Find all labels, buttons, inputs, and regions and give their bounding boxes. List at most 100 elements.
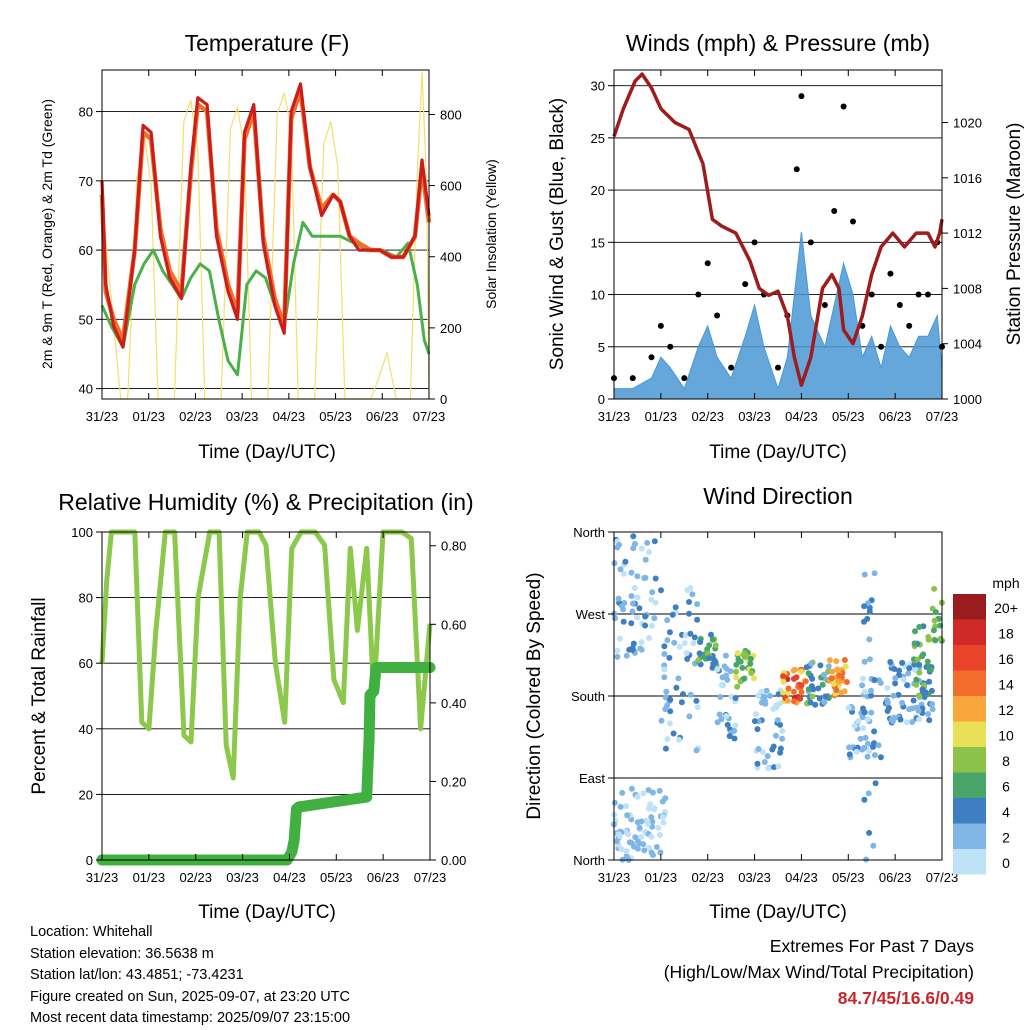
- direction-point: [752, 711, 759, 718]
- legend-swatch: [953, 619, 986, 645]
- y-tick-label: 10: [591, 288, 605, 303]
- direction-point: [664, 617, 671, 624]
- solar-series: [101, 71, 430, 400]
- direction-point: [871, 677, 878, 683]
- direction-point: [925, 636, 932, 643]
- direction-point: [857, 735, 864, 742]
- gust-point: [831, 208, 838, 214]
- direction-point: [649, 789, 656, 796]
- direction-point: [714, 666, 721, 673]
- direction-point: [709, 664, 716, 671]
- direction-point: [810, 686, 817, 693]
- direction-point: [636, 824, 643, 831]
- gust-point: [887, 270, 894, 277]
- direction-point: [859, 714, 866, 721]
- y-tick-label: North: [573, 525, 605, 540]
- x-tick-label: 07/23: [926, 409, 959, 424]
- info-recent: Most recent data timestamp: 2025/09/07 2…: [30, 1010, 351, 1026]
- x-tick-label: 04/23: [273, 870, 306, 885]
- direction-point: [634, 793, 641, 800]
- direction-point: [676, 736, 682, 743]
- direction-point: [929, 706, 936, 713]
- direction-point: [614, 653, 621, 660]
- y-tick-label: 60: [79, 656, 93, 671]
- direction-point: [611, 799, 618, 806]
- direction-point: [666, 720, 673, 727]
- direction-point: [691, 634, 698, 641]
- direction-point: [833, 658, 840, 665]
- x-tick-label: 05/23: [319, 409, 352, 424]
- direction-point: [860, 675, 866, 682]
- y2-tick-label: 0.80: [441, 539, 466, 554]
- direction-point: [900, 676, 907, 683]
- direction-point: [830, 680, 837, 687]
- direction-point: [620, 570, 627, 577]
- x-tick-label: 31/23: [86, 870, 119, 885]
- direction-point: [891, 666, 898, 672]
- x-tick-label: 07/23: [413, 409, 446, 424]
- t2m-series: [100, 82, 431, 349]
- gust-point: [915, 291, 922, 298]
- direction-point: [759, 749, 766, 755]
- direction-point: [648, 833, 655, 840]
- direction-point: [655, 824, 662, 831]
- direction-point: [618, 846, 625, 853]
- gust-point: [742, 281, 749, 288]
- direction-point: [658, 587, 664, 594]
- direction-point: [632, 540, 638, 547]
- winds-pressure-panel: Winds (mph) & Pressure (mb) 0 5 10 15 20 25 30…: [547, 30, 1024, 463]
- y-tick-label: 5: [598, 340, 605, 355]
- direction-point: [838, 689, 845, 696]
- direction-point: [628, 620, 635, 627]
- direction-point: [709, 636, 716, 643]
- direction-point: [712, 642, 719, 649]
- x-tick-label: 03/23: [738, 870, 771, 885]
- direction-point: [864, 753, 871, 760]
- legend-swatch: [953, 721, 986, 747]
- direction-point: [672, 604, 679, 611]
- direction-point: [853, 748, 860, 755]
- direction-point: [913, 681, 920, 688]
- temperature-xlabel: Time (Day/UTC): [198, 442, 336, 463]
- y-tick-label: 0: [86, 853, 93, 868]
- y-tick-label: 100: [71, 525, 93, 540]
- y2-tick-label: 0.00: [441, 853, 466, 868]
- direction-point: [667, 708, 674, 715]
- direction-point: [845, 704, 852, 711]
- direction-point: [640, 841, 647, 848]
- winds-title: Winds (mph) & Pressure (mb): [626, 30, 930, 56]
- precip-series: [96, 662, 436, 866]
- direction-point: [822, 693, 829, 700]
- direction-point: [696, 650, 703, 657]
- y2-tick-label: 1004: [953, 337, 982, 352]
- direction-point: [875, 742, 882, 749]
- direction-point: [724, 721, 731, 728]
- x-tick-label: 04/23: [785, 409, 818, 424]
- y-tick-label: 20: [79, 787, 93, 802]
- gust-point: [648, 354, 655, 361]
- gust-point: [714, 312, 721, 319]
- y2-tick-label: 0.40: [441, 696, 466, 711]
- direction-point: [841, 657, 848, 663]
- y-tick-label: 40: [79, 722, 93, 737]
- direction-point: [723, 713, 730, 720]
- direction-point: [910, 697, 917, 704]
- y2-tick-label: 400: [440, 250, 462, 265]
- gust-point: [681, 375, 688, 382]
- direction-point: [872, 780, 879, 787]
- y-tick-label: 60: [79, 243, 93, 258]
- direction-point: [638, 639, 645, 646]
- direction-point: [694, 601, 701, 608]
- direction-point: [890, 692, 897, 699]
- direction-point: [681, 640, 688, 647]
- info-elevation: Station elevation: 36.5638 m: [30, 945, 214, 962]
- direction-point: [790, 675, 797, 682]
- direction-point: [717, 694, 724, 700]
- direction-point: [636, 605, 643, 612]
- direction-point: [763, 687, 770, 694]
- direction-point: [625, 831, 632, 838]
- direction-point: [680, 691, 686, 698]
- direction-point: [646, 635, 652, 641]
- direction-point: [819, 681, 826, 688]
- direction-point: [662, 795, 669, 802]
